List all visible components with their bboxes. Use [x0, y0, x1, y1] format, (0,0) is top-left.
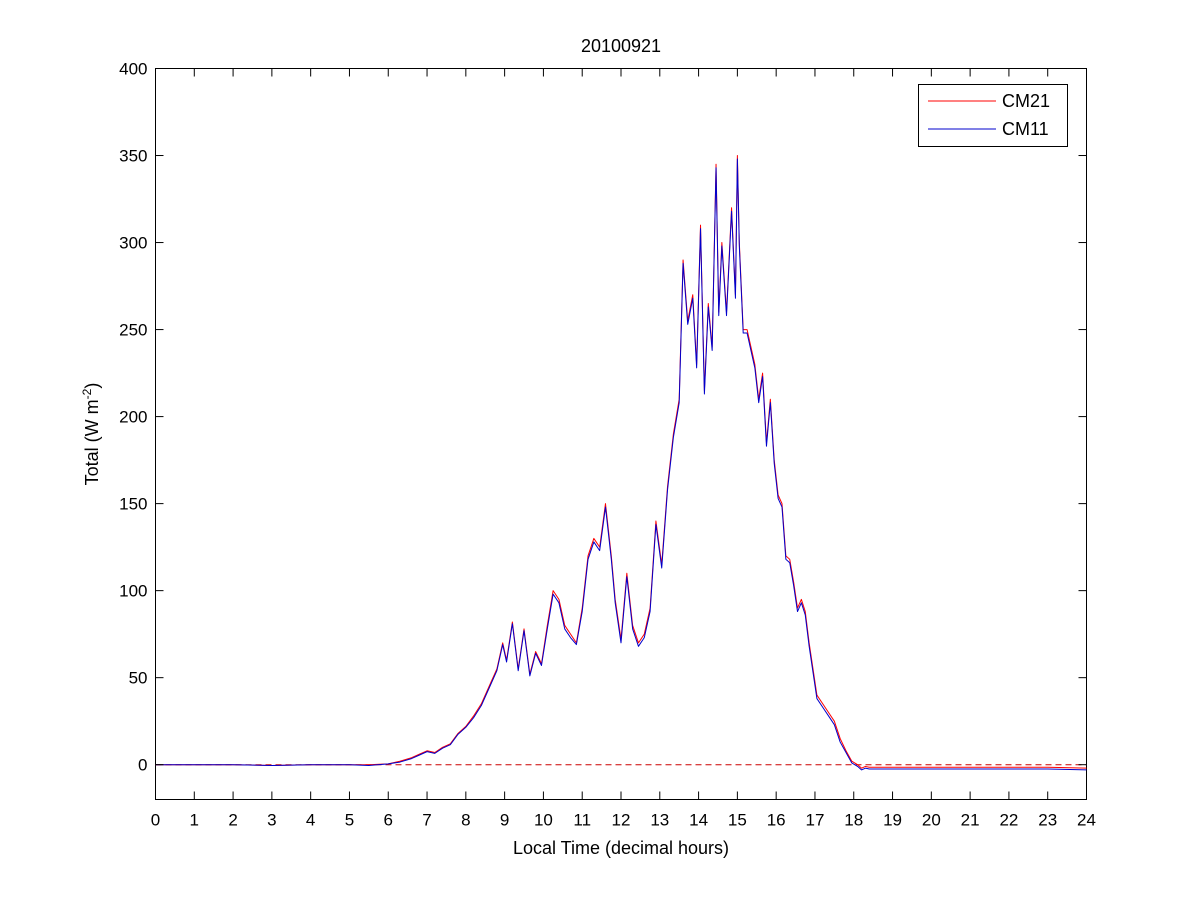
y-axis-label-superscript: -2	[80, 388, 94, 399]
x-tick-label: 14	[689, 811, 708, 830]
y-tick-label: 350	[119, 147, 147, 166]
x-tick-label: 6	[384, 811, 393, 830]
x-tick-label: 7	[422, 811, 431, 830]
y-axis-ticks: 0 50 100 150 200 250 300 350 400	[119, 60, 1087, 775]
series-group	[155, 155, 1087, 771]
x-tick-label: 12	[612, 811, 631, 830]
plot-area	[155, 68, 1087, 800]
x-tick-label: 17	[805, 811, 824, 830]
x-tick-label: 2	[228, 811, 237, 830]
x-tick-label: 21	[961, 811, 980, 830]
y-tick-label: 300	[119, 234, 147, 253]
x-axis-label: Local Time (decimal hours)	[513, 838, 729, 858]
y-tick-label: 400	[119, 60, 147, 79]
x-tick-label: 11	[573, 811, 591, 830]
x-tick-label: 19	[883, 811, 902, 830]
chart-title: 20100921	[581, 36, 661, 56]
legend-label-cm21: CM21	[1002, 91, 1050, 111]
x-tick-label: 3	[267, 811, 276, 830]
y-tick-label: 50	[129, 669, 148, 688]
x-tick-label: 22	[999, 811, 1018, 830]
y-tick-label: 0	[138, 756, 147, 775]
x-tick-label: 16	[767, 811, 786, 830]
series-line-cm11	[155, 158, 1087, 771]
x-tick-label: 18	[844, 811, 863, 830]
x-tick-label: 15	[728, 811, 747, 830]
legend-label-cm11: CM11	[1002, 119, 1049, 139]
x-tick-label: 23	[1038, 811, 1057, 830]
x-tick-label: 1	[190, 811, 199, 830]
x-tick-label: 10	[534, 811, 553, 830]
y-axis-label-close: )	[82, 383, 102, 389]
x-tick-label: 0	[151, 811, 160, 830]
x-tick-label: 4	[306, 811, 315, 830]
x-tick-label: 9	[500, 811, 509, 830]
y-tick-label: 150	[119, 495, 147, 514]
legend: CM21 CM11	[918, 84, 1068, 147]
x-tick-label: 20	[922, 811, 941, 830]
legend-box	[918, 84, 1068, 147]
x-tick-label: 24	[1077, 811, 1096, 830]
x-axis-ticks: 0 1 2 3 4 5 6 7 8 9 10 11 12 13 14 15 16 17 18 19 20 21 22 23 24	[151, 68, 1096, 830]
y-tick-label: 200	[119, 408, 147, 427]
y-axis-label-main: Total (W m	[82, 399, 102, 485]
y-tick-label: 250	[119, 321, 147, 340]
x-tick-label: 8	[461, 811, 470, 830]
x-tick-label: 5	[345, 811, 354, 830]
y-axis-label: Total (W m-2)	[80, 383, 102, 486]
y-tick-label: 100	[119, 582, 147, 601]
x-tick-label: 13	[650, 811, 669, 830]
